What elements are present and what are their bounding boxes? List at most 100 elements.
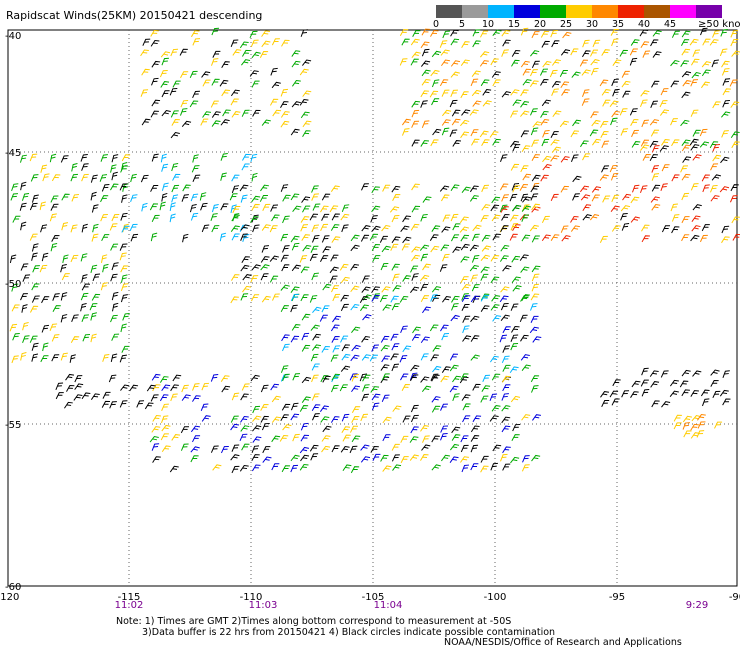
wind-barb [480, 294, 490, 302]
wind-barb [280, 414, 289, 422]
wind-barb [171, 184, 180, 193]
wind-barb [341, 426, 351, 433]
wind-barb [361, 225, 371, 232]
wind-barb [410, 38, 420, 46]
wind-barb [161, 415, 169, 424]
wind-barb [511, 434, 520, 442]
wind-barb [300, 29, 309, 37]
wind-barb [719, 48, 728, 57]
legend-tick: 5 [459, 19, 465, 30]
wind-barb [121, 154, 131, 162]
wind-barb [180, 426, 190, 434]
wind-barb [171, 163, 179, 172]
wind-barb [401, 38, 410, 46]
wind-barb [700, 81, 710, 89]
wind-barb [550, 29, 558, 38]
wind-barb [21, 304, 28, 313]
wind-barb [449, 385, 459, 393]
wind-barb [661, 225, 671, 233]
wind-barb [409, 374, 419, 382]
wind-barb [371, 294, 380, 302]
wind-barb [470, 295, 480, 303]
wind-barb [249, 30, 258, 39]
wind-barb [22, 274, 31, 282]
wind-barb [240, 224, 250, 231]
wind-barb [531, 203, 540, 211]
wind-barb [572, 193, 580, 201]
wind-barb [551, 88, 559, 96]
wind-barb [530, 50, 540, 57]
note-line-1: Note: 1) Times are GMT 2)Times along bot… [116, 616, 512, 627]
wind-barb [489, 393, 498, 402]
wind-barb [452, 223, 461, 231]
wind-barb [492, 315, 502, 322]
wind-barb [319, 255, 329, 262]
wind-barb [181, 384, 189, 393]
wind-barb [489, 131, 499, 138]
wind-barb [181, 194, 189, 202]
longitude-label: -90 [729, 592, 740, 603]
wind-barb [699, 128, 708, 137]
wind-barb [312, 235, 320, 243]
wind-barb [302, 205, 311, 213]
wind-barb [511, 326, 520, 333]
wind-barb [652, 51, 662, 58]
wind-barb [481, 204, 491, 211]
wind-barb [410, 223, 420, 231]
wind-barb [189, 70, 198, 79]
wind-barb [429, 324, 439, 332]
wind-barb [391, 343, 400, 351]
wind-barb [201, 71, 211, 78]
wind-barb [711, 174, 721, 181]
wind-barb [440, 375, 450, 383]
wind-barb [570, 215, 579, 223]
wind-barb [159, 376, 169, 383]
wind-barb [469, 244, 479, 252]
wind-barb [189, 204, 197, 213]
wind-barb [602, 195, 611, 203]
wind-barb [702, 38, 711, 46]
longitude-label: -120 [0, 592, 19, 603]
wind-barb [701, 174, 710, 182]
wind-barb [100, 195, 109, 203]
wind-barb [331, 285, 340, 293]
wind-barb [211, 27, 220, 36]
wind-barb [60, 155, 69, 163]
wind-barb [729, 195, 738, 203]
wind-barb [461, 186, 471, 194]
latitude-labels: -40 -45 -50 -55 -60 [5, 31, 21, 593]
wind-barb [620, 213, 628, 221]
wind-barb [491, 405, 501, 412]
wind-barb [401, 243, 410, 251]
wind-barb [421, 48, 430, 57]
wind-barb [64, 401, 73, 409]
wind-barb [511, 59, 520, 67]
wind-barb [681, 30, 691, 38]
wind-barb [331, 384, 339, 393]
wind-barb [660, 370, 669, 378]
wind-barb [519, 183, 529, 191]
wind-barb [512, 185, 521, 193]
wind-barb [20, 221, 27, 231]
wind-barb [611, 110, 621, 118]
wind-barb [280, 233, 289, 242]
wind-barb [639, 29, 649, 37]
wind-barb [411, 109, 420, 118]
wind-barb [431, 98, 440, 106]
wind-barb [230, 39, 239, 47]
wind-barb [630, 119, 639, 126]
wind-barb [720, 156, 730, 164]
wind-barb [301, 332, 310, 341]
wind-barb [321, 213, 330, 221]
wind-barb [159, 70, 168, 78]
wind-barb [31, 353, 39, 362]
wind-barb [512, 285, 522, 292]
wind-barb [461, 394, 471, 401]
wind-barb [430, 373, 439, 381]
wind-barb [150, 29, 159, 37]
wind-barb [51, 174, 61, 182]
wind-barb [691, 215, 701, 222]
wind-barb [269, 255, 279, 262]
wind-barb [722, 370, 730, 378]
wind-barb [609, 390, 619, 398]
